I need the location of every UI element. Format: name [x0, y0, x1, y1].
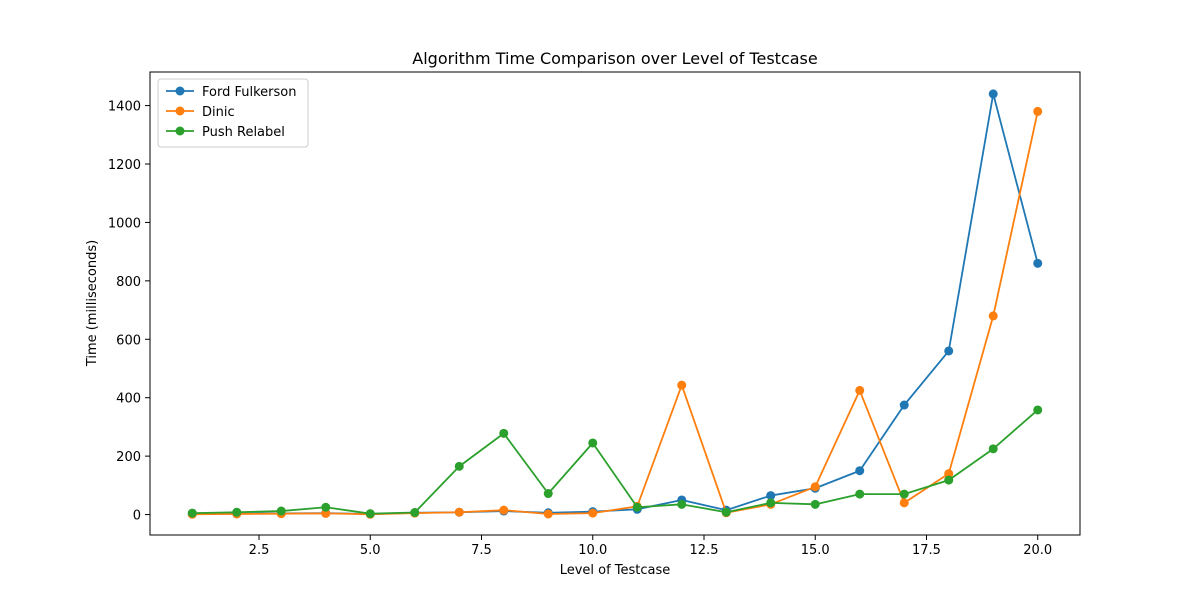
data-point-push-relabel	[810, 499, 820, 509]
y-tick-label: 1000	[108, 216, 141, 231]
legend-item: Dinic	[166, 105, 235, 120]
y-tick-label: 0	[133, 509, 141, 524]
data-point-ford-fulkerson	[899, 400, 909, 410]
legend-marker	[175, 86, 185, 96]
y-tick-label: 800	[116, 275, 141, 290]
data-point-push-relabel	[944, 475, 954, 485]
x-tick-label: 10.0	[578, 543, 607, 558]
data-point-push-relabel	[899, 489, 909, 499]
x-tick-label: 15.0	[801, 543, 830, 558]
data-point-push-relabel	[632, 502, 642, 512]
x-tick-label: 7.5	[471, 543, 492, 558]
data-point-push-relabel	[410, 508, 420, 518]
plot-area: 2.5 5.0 7.5 10.0 12.5 15.0 17.5 20.0 0 200 400 600 8…	[108, 71, 1081, 558]
data-point-ford-fulkerson	[855, 466, 865, 476]
legend-label: Ford Fulkerson	[202, 85, 296, 100]
y-tick-label: 1200	[108, 158, 141, 173]
legend-item: Ford Fulkerson	[166, 85, 296, 100]
data-point-ford-fulkerson	[766, 491, 776, 501]
y-axis-label: Time (milliseconds)	[85, 240, 100, 367]
data-point-push-relabel	[454, 461, 464, 471]
data-point-dinic	[855, 385, 865, 395]
data-point-ford-fulkerson	[1033, 258, 1043, 268]
data-point-push-relabel	[499, 428, 509, 438]
data-point-ford-fulkerson	[988, 89, 998, 99]
series-line-push-relabel	[192, 409, 1039, 515]
legend: Ford Fulkerson Dinic Push Relabel	[157, 78, 309, 148]
x-tick-label: 17.5	[912, 543, 941, 558]
data-point-dinic	[543, 509, 553, 519]
data-point-dinic	[988, 311, 998, 321]
data-point-push-relabel	[365, 509, 375, 519]
data-point-dinic	[588, 508, 598, 518]
legend-label: Dinic	[202, 105, 235, 120]
data-point-dinic	[810, 482, 820, 492]
x-tick-label: 20.0	[1023, 543, 1052, 558]
data-point-push-relabel	[321, 502, 331, 512]
x-tick-label: 5.0	[360, 543, 381, 558]
data-point-push-relabel	[766, 498, 776, 508]
y-tick-label: 200	[116, 450, 141, 465]
legend-box	[157, 78, 309, 148]
data-point-dinic	[677, 380, 687, 390]
data-point-push-relabel	[232, 507, 242, 517]
data-point-dinic	[1033, 106, 1043, 116]
data-point-push-relabel	[1033, 405, 1043, 415]
legend-marker	[175, 126, 185, 136]
data-point-push-relabel	[988, 444, 998, 454]
data-point-push-relabel	[677, 499, 687, 509]
series-line-dinic	[192, 111, 1039, 516]
y-tick-label: 1400	[108, 100, 141, 115]
data-point-push-relabel	[543, 489, 553, 499]
data-point-dinic	[499, 505, 509, 515]
legend-item: Push Relabel	[166, 125, 285, 140]
x-tick-label: 2.5	[249, 543, 270, 558]
chart-title: Algorithm Time Comparison over Level of …	[412, 49, 817, 68]
data-point-push-relabel	[721, 507, 731, 517]
y-tick-label: 600	[116, 333, 141, 348]
data-point-push-relabel	[276, 506, 286, 516]
data-point-dinic	[899, 498, 909, 508]
plot-frame	[149, 71, 1081, 536]
data-point-dinic	[454, 507, 464, 517]
x-tick-label: 12.5	[690, 543, 719, 558]
legend-marker	[175, 106, 185, 116]
data-point-push-relabel	[187, 508, 197, 518]
data-point-push-relabel	[855, 489, 865, 499]
legend-label: Push Relabel	[202, 125, 285, 140]
data-point-ford-fulkerson	[944, 346, 954, 356]
x-axis-label: Level of Testcase	[560, 563, 671, 578]
data-point-dinic	[944, 469, 954, 479]
y-tick-label: 400	[116, 392, 141, 407]
data-point-push-relabel	[588, 438, 598, 448]
